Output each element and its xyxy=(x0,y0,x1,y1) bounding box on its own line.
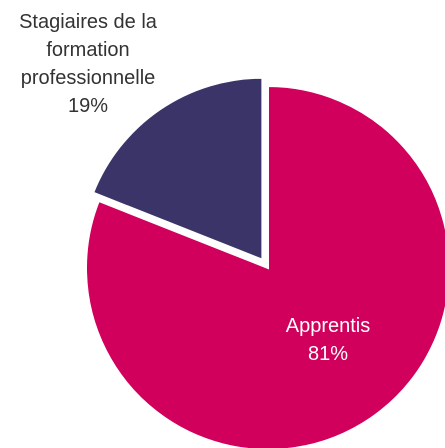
pie-slice xyxy=(91,76,264,262)
category-label: Stagiaires de la formation professionnel… xyxy=(19,11,157,89)
value-label: 19% xyxy=(67,95,109,117)
value-label: 81% xyxy=(307,343,349,365)
pie-slice xyxy=(85,84,445,448)
category-label: Apprentis xyxy=(285,315,371,337)
slice-label: Apprentis 81% xyxy=(238,312,418,368)
slice-label: Stagiaires de la formation professionnel… xyxy=(0,8,178,120)
